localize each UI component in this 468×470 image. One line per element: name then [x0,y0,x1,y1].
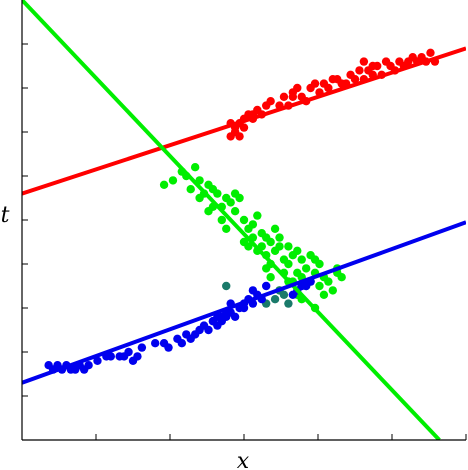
red-point [293,83,302,93]
green-point [315,281,324,291]
green-point [284,242,293,251]
blue-point [239,303,249,313]
green-point [266,237,275,247]
green-point [319,290,329,299]
blue-point [288,290,298,299]
green-point [324,277,333,286]
red-point [324,83,333,93]
blue-point [177,339,187,348]
blue-point [106,352,116,361]
red-fit-line [22,46,466,196]
red-point [359,57,369,66]
red-point [279,92,289,102]
green-point [248,220,258,229]
green-point [213,189,222,198]
teal-point [284,299,293,308]
green-point [284,259,293,269]
teal-point [222,281,231,291]
green-point [266,273,275,282]
blue-fit-line [22,220,466,385]
green-point [262,264,271,273]
green-point [244,242,253,251]
green-point [297,255,306,264]
red-point [239,123,249,132]
blue-point [133,352,142,361]
red-point [368,61,377,71]
blue-point [151,339,160,348]
blue-point [137,343,147,352]
green-point [190,163,200,172]
red-point [355,66,364,75]
blue-point [84,361,93,370]
green-fit-line [22,0,441,440]
teal-point [279,290,289,299]
green-point [315,259,324,269]
green-point [253,211,262,220]
axes [21,0,467,441]
green-point [293,246,302,255]
green-point [186,185,195,194]
blue-point [164,343,173,352]
blue-point [262,281,271,291]
blue-point [230,312,240,321]
red-point [350,75,360,84]
green-point [275,233,284,242]
blue-point [124,347,133,357]
green-point [195,193,204,203]
red-point [235,132,244,141]
green-point [301,264,311,273]
teal-point [270,295,280,304]
green-point [226,198,235,207]
blue-point [204,325,213,335]
blue-point [248,286,258,295]
red-point [288,92,298,102]
green-point [230,207,240,216]
x-axis-label: x [237,449,250,470]
red-point [426,48,435,57]
blue-point [93,356,102,365]
green-point [270,224,280,233]
green-point [230,189,240,198]
red-point [266,97,275,106]
green-point [168,176,178,185]
green-point [328,286,337,295]
green-point [159,180,169,189]
plot-area [22,0,466,440]
green-point [275,242,284,251]
green-point [222,224,231,233]
green-point [217,215,226,225]
green-point [239,215,249,225]
y-axis-label: t [1,203,10,228]
red-point [310,79,320,88]
